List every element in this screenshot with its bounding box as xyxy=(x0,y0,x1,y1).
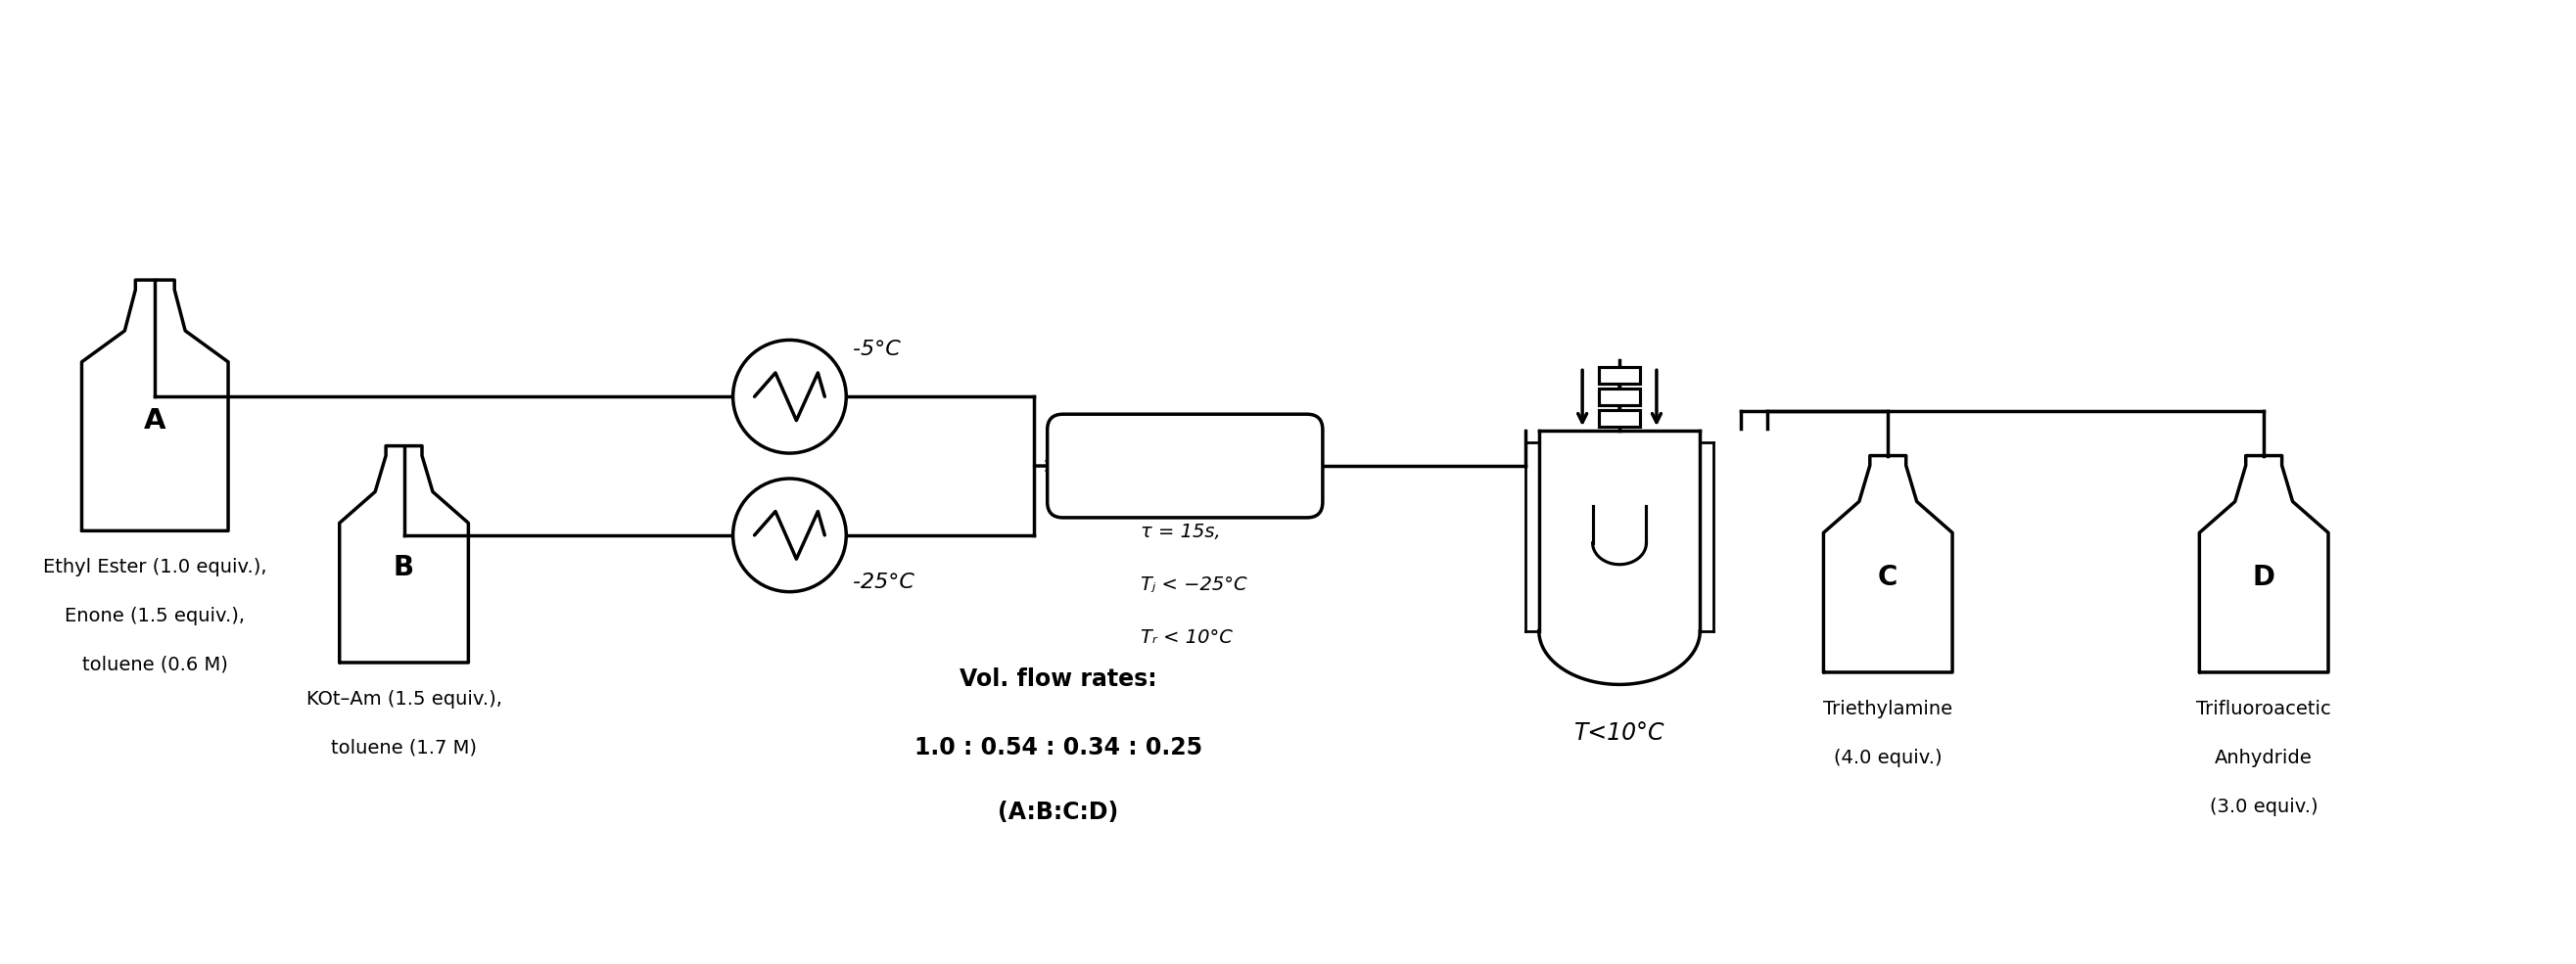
Circle shape xyxy=(734,340,845,453)
Bar xyxy=(1600,388,1641,406)
Text: Vol. flow rates:: Vol. flow rates: xyxy=(958,668,1157,691)
Text: -25°C: -25°C xyxy=(853,573,914,592)
Text: (3.0 equiv.): (3.0 equiv.) xyxy=(2210,797,2318,816)
Circle shape xyxy=(734,478,845,592)
Text: Anhydride: Anhydride xyxy=(2215,748,2313,767)
Text: Enone (1.5 equiv.),: Enone (1.5 equiv.), xyxy=(64,607,245,626)
Text: (A:B:C:D): (A:B:C:D) xyxy=(997,801,1118,824)
Text: τ = 15s,: τ = 15s, xyxy=(1141,522,1221,541)
Text: B: B xyxy=(394,553,415,581)
FancyBboxPatch shape xyxy=(1048,415,1321,518)
Text: (4.0 equiv.): (4.0 equiv.) xyxy=(1834,748,1942,767)
Text: 1.0 : 0.54 : 0.34 : 0.25: 1.0 : 0.54 : 0.34 : 0.25 xyxy=(914,736,1203,760)
Text: Triethylamine: Triethylamine xyxy=(1824,700,1953,718)
Bar xyxy=(1600,411,1641,427)
Text: A: A xyxy=(144,408,165,435)
Text: -5°C: -5°C xyxy=(853,340,902,360)
Text: toluene (0.6 M): toluene (0.6 M) xyxy=(82,656,227,674)
Text: toluene (1.7 M): toluene (1.7 M) xyxy=(330,738,477,758)
Bar xyxy=(1600,367,1641,384)
Text: Ethyl Ester (1.0 equiv.),: Ethyl Ester (1.0 equiv.), xyxy=(44,558,268,576)
Text: Tᵣ < 10°C: Tᵣ < 10°C xyxy=(1141,628,1234,647)
Text: Trifluoroacetic: Trifluoroacetic xyxy=(2197,700,2331,718)
Text: T<10°C: T<10°C xyxy=(1574,722,1664,745)
Text: D: D xyxy=(2251,563,2275,591)
Text: C: C xyxy=(1878,563,1899,591)
Text: KOt–Am (1.5 equiv.),: KOt–Am (1.5 equiv.), xyxy=(307,690,502,709)
Text: Tⱼ < −25°C: Tⱼ < −25°C xyxy=(1141,576,1247,594)
